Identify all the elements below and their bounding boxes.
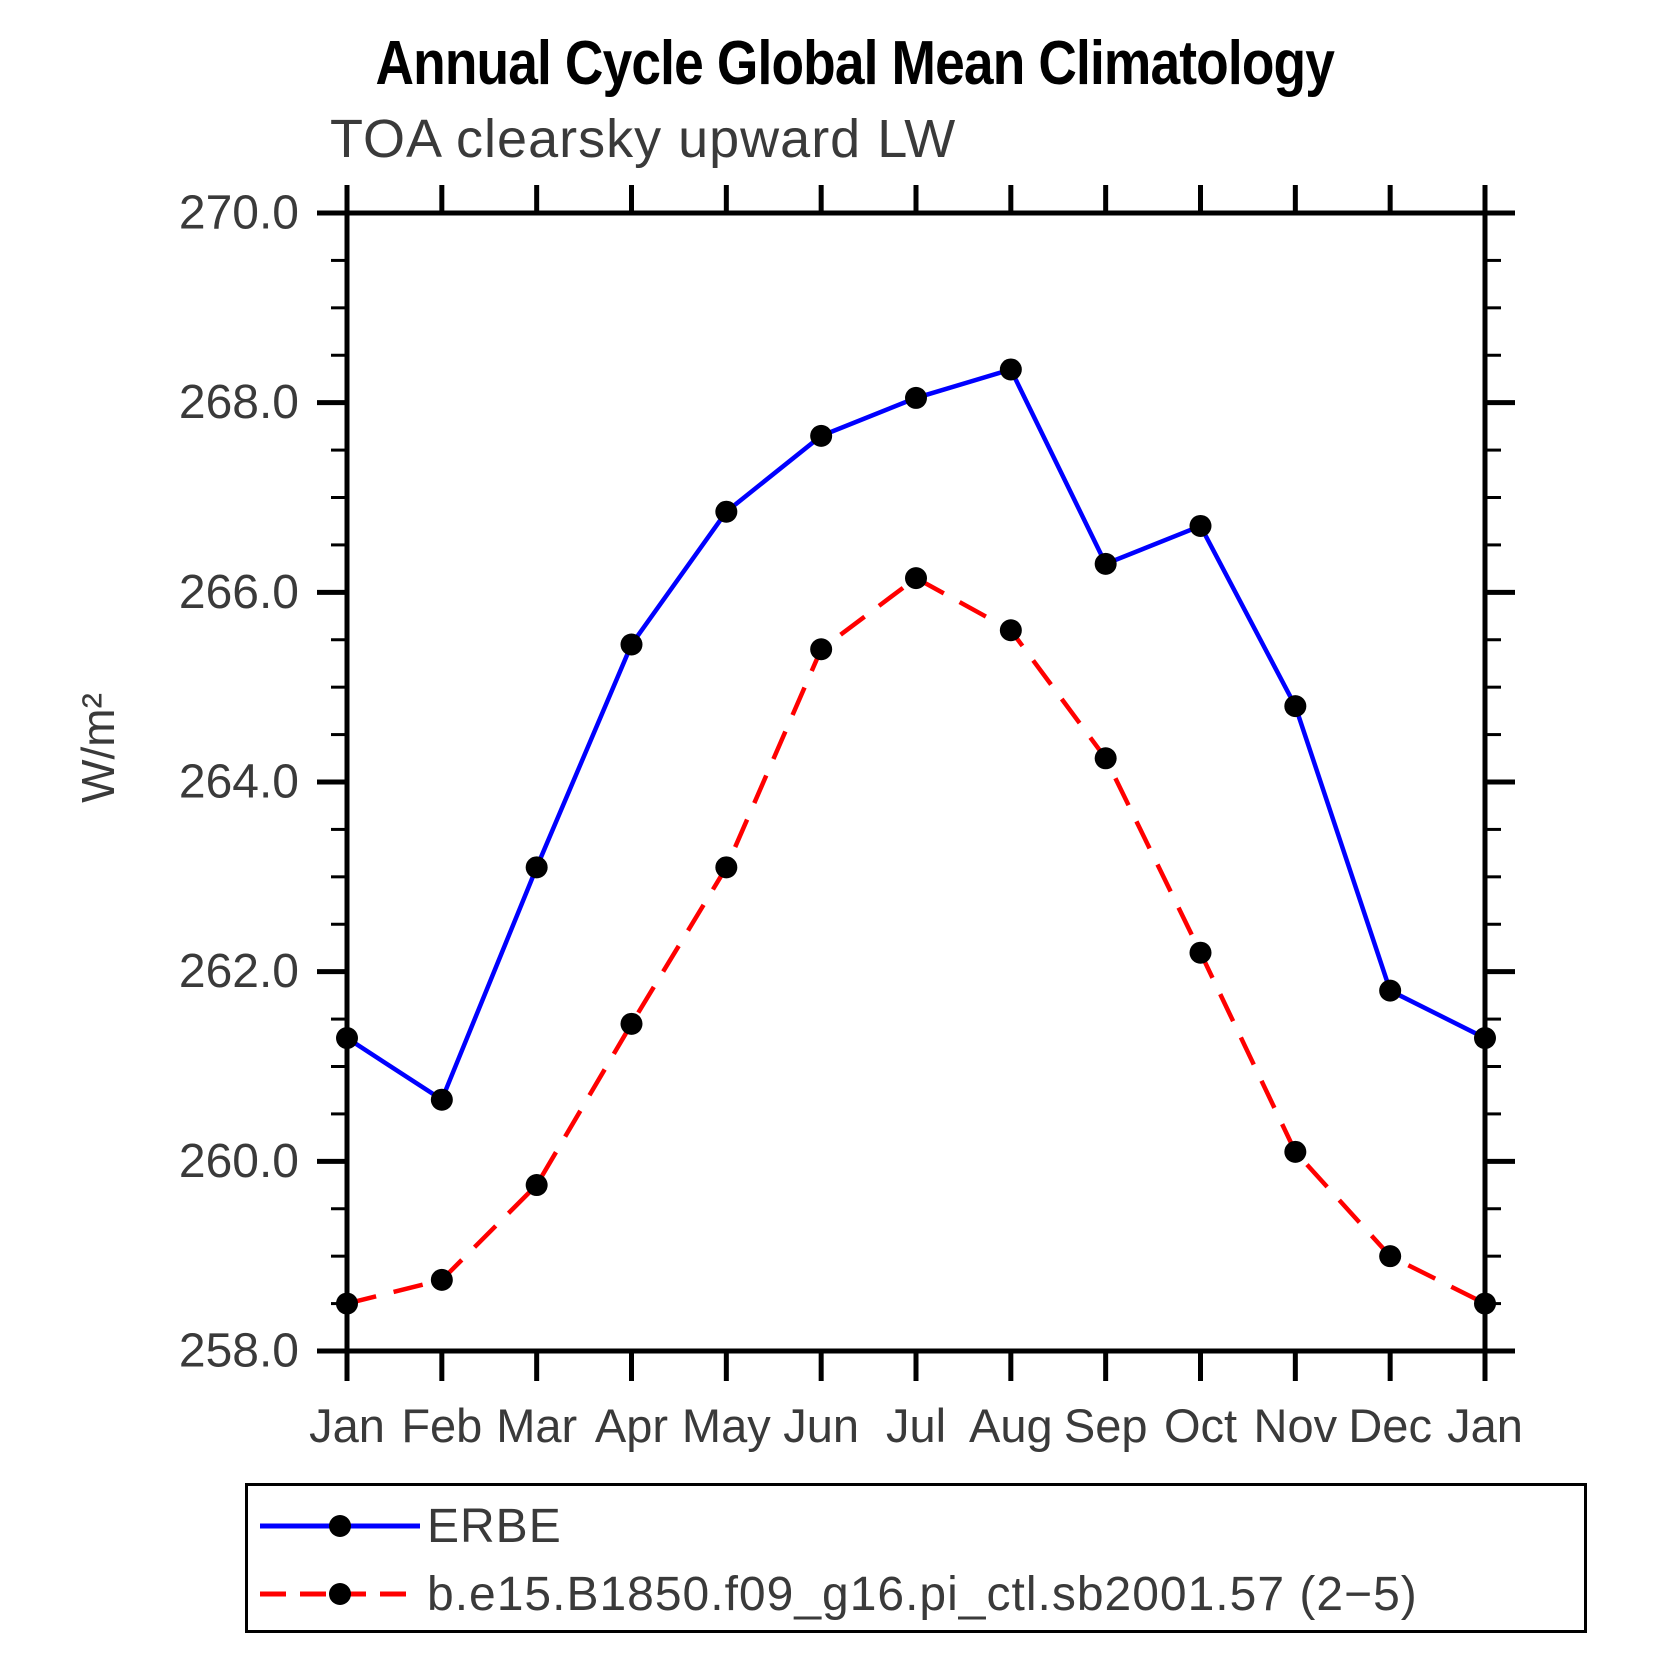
x-tick-label: Aug <box>969 1399 1053 1452</box>
erbe-data-point <box>1379 979 1402 1002</box>
legend: ERBE b.e15.B1850.f09_g16.pi_ctl.sb2001.5… <box>245 1483 1587 1633</box>
y-tick-label: 260.0 <box>179 1135 299 1188</box>
legend-label-erbe: ERBE <box>427 1499 562 1553</box>
erbe-data-point <box>905 386 927 409</box>
erbe-data-point <box>525 856 548 879</box>
model-data-point <box>905 567 927 590</box>
erbe-data-point <box>715 500 738 523</box>
model-legend-line-icon <box>260 1583 420 1605</box>
x-tick-label: Oct <box>1164 1399 1237 1452</box>
erbe-data-point <box>1094 552 1117 575</box>
model-data-point <box>336 1292 358 1315</box>
model-data-point <box>810 638 833 661</box>
model-data-point <box>999 619 1022 642</box>
y-tick-label: 262.0 <box>179 945 299 998</box>
erbe-data-point <box>1189 514 1212 537</box>
x-tick-label: Feb <box>401 1399 482 1452</box>
x-tick-label: Dec <box>1348 1399 1432 1452</box>
x-tick-label: Mar <box>496 1399 577 1452</box>
model-data-point <box>1379 1245 1402 1268</box>
y-tick-label: 266.0 <box>179 566 299 619</box>
model-data-point <box>1094 747 1117 770</box>
model-data-point <box>1474 1292 1496 1315</box>
x-tick-label: May <box>682 1399 771 1452</box>
erbe-legend-line-icon <box>260 1515 420 1537</box>
model-data-point <box>430 1268 453 1291</box>
erbe-data-point <box>810 424 833 447</box>
x-tick-label: Nov <box>1254 1399 1338 1452</box>
model-data-point <box>1189 941 1212 964</box>
chart-title: Annual Cycle Global Mean Climatology <box>375 29 1335 98</box>
legend-label-model: b.e15.B1850.f09_g16.pi_ctl.sb2001.57 (2−… <box>427 1567 1418 1621</box>
legend-entry-model: b.e15.B1850.f09_g16.pi_ctl.sb2001.57 (2−… <box>255 1564 1418 1624</box>
y-tick-label: 258.0 <box>179 1325 299 1378</box>
erbe-data-point <box>999 358 1022 381</box>
x-tick-label: Jan <box>309 1399 385 1452</box>
y-tick-label: 264.0 <box>179 756 299 809</box>
y-tick-label: 268.0 <box>179 376 299 429</box>
erbe-data-point <box>430 1088 453 1111</box>
y-tick-label: 270.0 <box>179 187 299 240</box>
model-data-point <box>620 1012 643 1035</box>
model-data-point <box>525 1174 548 1197</box>
x-tick-label: Jan <box>1447 1399 1523 1452</box>
erbe-data-point <box>1284 695 1307 718</box>
x-tick-label: Jul <box>886 1399 946 1452</box>
erbe-line <box>345 366 1487 1104</box>
x-tick-label: Sep <box>1064 1399 1148 1452</box>
erbe-data-point <box>1474 1027 1496 1050</box>
x-tick-label: Jun <box>783 1399 859 1452</box>
plot-frame <box>344 210 1488 1354</box>
erbe-data-point <box>620 633 643 656</box>
legend-entry-erbe: ERBE <box>255 1496 562 1556</box>
model-line <box>346 575 1487 1306</box>
x-tick-label: Apr <box>595 1399 668 1452</box>
erbe-data-point <box>336 1027 358 1050</box>
model-data-point <box>1284 1140 1307 1163</box>
chart-subtitle: TOA clearsky upward LW <box>330 109 957 169</box>
model-data-point <box>715 856 738 879</box>
